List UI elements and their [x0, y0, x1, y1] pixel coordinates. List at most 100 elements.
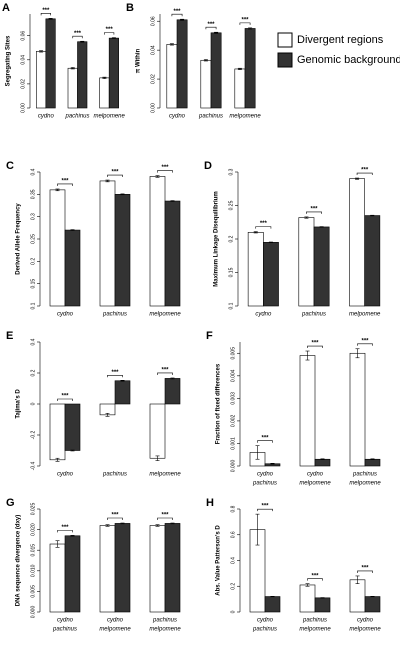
bar [45, 18, 56, 109]
significance-bracket [307, 345, 323, 349]
x-tick-label: cydno [169, 114, 186, 120]
error-bar [155, 175, 160, 178]
significance-label: *** [61, 394, 69, 400]
bar [49, 543, 66, 613]
significance-label: *** [361, 566, 369, 572]
y-axis-label: DNA sequence divergence (dxy) [16, 515, 22, 606]
y-tick-label: -0.4 [30, 461, 36, 470]
significance-label: *** [61, 179, 69, 185]
bar [114, 380, 131, 405]
y-tick-label: 0.00 [150, 103, 156, 113]
y-tick-label: 0.6 [230, 531, 236, 538]
significance-label: *** [310, 206, 318, 212]
y-axis-label: Abs. Value Patterson's D [216, 525, 222, 596]
error-bar [105, 179, 110, 183]
significance-label: *** [111, 513, 119, 519]
x-tick-label: cydno [57, 618, 74, 624]
error-bar [268, 241, 273, 243]
y-tick-label: 0.004 [230, 369, 236, 382]
legend-label: Genomic background [297, 54, 400, 66]
bar [64, 535, 81, 613]
x-tick-label: melpomene [299, 627, 331, 633]
x-tick-label: cydno [38, 114, 55, 120]
error-bar [80, 40, 85, 43]
significance-bracket [257, 508, 273, 512]
bar [299, 355, 316, 467]
error-bar [180, 18, 185, 21]
bar [176, 19, 188, 109]
error-bar [70, 67, 75, 70]
bar [314, 597, 331, 613]
y-tick-label: 0.025 [30, 503, 36, 516]
error-bar [55, 457, 60, 462]
x-tick-label: cydno [255, 312, 272, 318]
y-tick-label: 0.15 [228, 267, 234, 277]
x-tick-label: melpomene [299, 481, 331, 487]
x-tick-label: melpomene [349, 627, 381, 633]
error-bar [120, 522, 125, 525]
error-bar [255, 513, 260, 546]
bar [234, 68, 246, 109]
error-bar [155, 524, 160, 527]
y-tick-label: 0.04 [20, 55, 26, 65]
x-tick-label: melpomene [149, 472, 181, 478]
error-bar [355, 348, 360, 359]
error-bar [270, 462, 275, 465]
y-axis-label: Maximum Linkage Disequilibrium [214, 191, 220, 286]
bar [313, 226, 330, 307]
bar [36, 51, 47, 109]
y-axis-label: Tajima's D [16, 389, 22, 419]
y-tick-label: 0.000 [30, 606, 36, 619]
y-tick-label: 0.020 [30, 523, 36, 536]
bar [164, 523, 181, 613]
panel-letter: F [206, 330, 213, 342]
y-tick-label: 0.02 [150, 74, 156, 84]
y-tick-label: 0.2 [228, 235, 234, 242]
x-tick-label: pachinus [302, 618, 327, 624]
significance-bracket [239, 22, 251, 25]
x-tick-label: melpomene [229, 114, 261, 120]
significance-bracket [257, 440, 273, 443]
y-tick-label: 0.002 [230, 414, 236, 427]
bar [349, 579, 366, 613]
bar [77, 41, 88, 109]
y-tick-label: 0 [30, 402, 36, 405]
y-tick-label: 0.4 [230, 557, 236, 564]
bar [164, 200, 181, 307]
y-tick-label: 0.02 [20, 79, 26, 89]
y-tick-label: 0.3 [30, 213, 36, 220]
legend-swatch [277, 52, 293, 68]
error-bar [214, 31, 219, 34]
significance-label: *** [111, 370, 119, 376]
x-tick-label: melpomene [349, 312, 381, 318]
y-tick-label: 0.25 [228, 200, 234, 210]
x-tick-label: pachinus [252, 627, 277, 633]
significance-bracket [157, 170, 173, 173]
x-tick-label: melpomene [149, 627, 181, 633]
y-tick-label: 0.35 [30, 189, 36, 199]
y-tick-label: 0.000 [230, 460, 236, 473]
x-tick-label: pachinus [64, 114, 89, 120]
x-tick-label: cydno [107, 618, 124, 624]
x-tick-label: cydno [257, 472, 274, 478]
error-bar [170, 377, 175, 380]
error-bar [255, 445, 260, 460]
y-tick-label: 0.1 [228, 302, 234, 309]
y-tick-label: 0.015 [30, 544, 36, 557]
bar [299, 584, 316, 613]
error-bar [55, 540, 60, 548]
significance-bracket [306, 211, 322, 214]
x-tick-label: pachinus [152, 618, 177, 624]
bar [99, 525, 116, 613]
significance-label: *** [261, 435, 269, 441]
error-bar [70, 535, 75, 537]
bar [149, 403, 166, 459]
significance-label: *** [207, 22, 215, 28]
x-tick-label: pachinus [102, 472, 127, 478]
bar [64, 229, 81, 307]
error-bar [203, 59, 208, 62]
bar [108, 37, 119, 109]
x-tick-label: cydno [257, 618, 274, 624]
error-bar [120, 379, 125, 382]
significance-label: *** [311, 573, 319, 579]
